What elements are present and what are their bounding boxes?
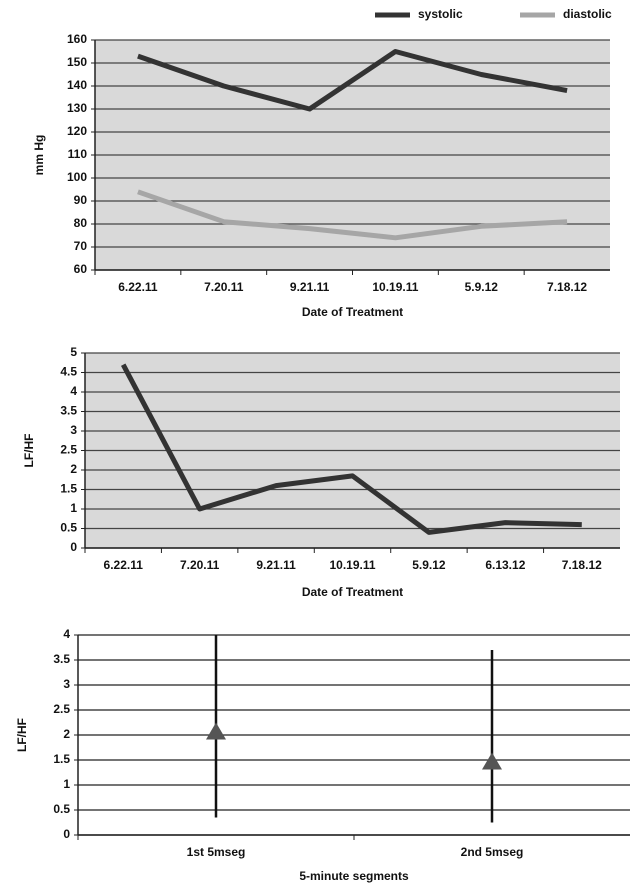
x-tick-label: 9.21.11	[290, 280, 330, 294]
x-tick-label: 7.18.12	[562, 558, 602, 572]
y-tick-label: 150	[67, 55, 87, 69]
y-tick-label: 1	[63, 777, 70, 791]
y-tick-label: 2	[70, 462, 77, 476]
y-tick-label: 0	[63, 827, 70, 841]
x-tick-label: 2nd 5mseg	[461, 845, 524, 859]
x-tick-label: 5.9.12	[465, 280, 499, 294]
y-tick-label: 1	[70, 501, 77, 515]
x-tick-label: 9.21.11	[256, 558, 296, 572]
y-axis-label: mm Hg	[32, 135, 46, 176]
y-tick-label: 4	[63, 627, 70, 641]
y-tick-label: 60	[74, 262, 88, 276]
y-tick-label: 70	[74, 239, 88, 253]
y-tick-label: 110	[68, 147, 88, 161]
y-tick-label: 4	[70, 384, 77, 398]
y-tick-label: 1.5	[60, 482, 77, 496]
y-tick-label: 90	[74, 193, 88, 207]
y-axis-label: LF/HF	[15, 718, 29, 752]
x-tick-label: 1st 5mseg	[187, 845, 246, 859]
x-axis-label: Date of Treatment	[302, 305, 403, 319]
data-line	[137, 49, 568, 112]
x-axis-label: Date of Treatment	[302, 585, 403, 599]
marker	[206, 722, 226, 740]
y-tick-label: 4.5	[60, 365, 77, 379]
x-tick-label: 6.22.11	[104, 558, 144, 572]
x-tick-label: 7.20.11	[204, 280, 244, 294]
y-tick-label: 120	[67, 124, 87, 138]
y-tick-label: 2.5	[53, 702, 70, 716]
x-tick-label: 10.19.11	[372, 280, 418, 294]
y-tick-label: 5	[70, 345, 77, 359]
data-line	[121, 363, 582, 535]
x-tick-label: 7.18.12	[547, 280, 587, 294]
x-tick-label: 5.9.12	[412, 558, 446, 572]
data-line	[137, 189, 568, 241]
y-tick-label: 3.5	[60, 404, 77, 418]
legend-label: diastolic	[563, 7, 612, 21]
x-tick-label: 10.19.11	[329, 558, 375, 572]
x-tick-label: 6.22.11	[118, 280, 158, 294]
y-tick-label: 2	[63, 727, 70, 741]
x-axis-label: 5-minute segments	[299, 869, 409, 883]
marker	[482, 752, 502, 770]
y-tick-label: 80	[74, 216, 88, 230]
y-tick-label: 3	[63, 677, 70, 691]
y-tick-label: 0.5	[60, 521, 77, 535]
y-tick-label: 0.5	[53, 802, 70, 816]
x-tick-label: 7.20.11	[180, 558, 220, 572]
y-tick-label: 3	[70, 423, 77, 437]
y-tick-label: 1.5	[53, 752, 70, 766]
x-tick-label: 6.13.12	[485, 558, 525, 572]
y-tick-label: 0	[70, 540, 77, 554]
y-tick-label: 140	[67, 78, 87, 92]
y-axis-label: LF/HF	[22, 434, 36, 468]
y-tick-label: 160	[67, 32, 87, 46]
y-tick-label: 2.5	[60, 443, 77, 457]
y-tick-label: 130	[67, 101, 87, 115]
y-tick-label: 100	[67, 170, 87, 184]
y-tick-label: 3.5	[53, 652, 70, 666]
legend-label: systolic	[418, 7, 463, 21]
